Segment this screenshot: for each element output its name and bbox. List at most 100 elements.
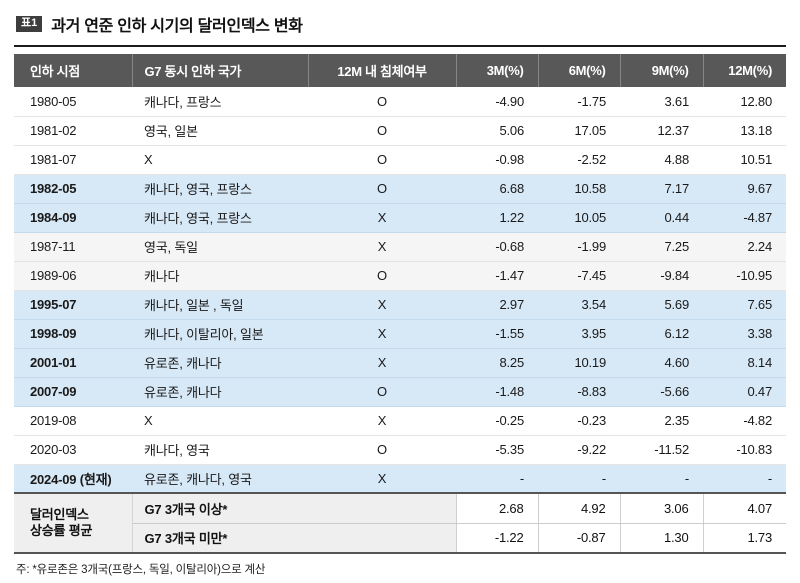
cell-cut-date: 1989-06 — [14, 261, 132, 291]
cell-12m: -4.82 — [703, 406, 786, 436]
cell-9m: 7.25 — [620, 232, 703, 262]
cell-recession: X — [308, 290, 456, 320]
cell-recession: O — [308, 377, 456, 407]
table-row: 2020-03 캐나다, 영국 O -5.35 -9.22 -11.52 -10.83 — [14, 435, 786, 465]
cell-12m: -10.95 — [703, 261, 786, 291]
cell-cut-date: 2024-09 (현재) — [14, 464, 132, 494]
cell-cut-date: 1980-05 — [14, 87, 132, 117]
cell-6m: -1.75 — [538, 87, 620, 117]
cell-recession: O — [308, 435, 456, 465]
summary-label-line1: 달러인덱스 — [30, 506, 89, 522]
summary-group-label: G7 3개국 이상* — [132, 492, 456, 524]
cell-cut-date: 1987-11 — [14, 232, 132, 262]
table-row: 1984-09 캐나다, 영국, 프랑스 X 1.22 10.05 0.44 -4.87 — [14, 203, 786, 233]
cell-3m: 5.06 — [456, 116, 538, 146]
cell-cut-date: 1984-09 — [14, 203, 132, 233]
cell-12m: 2.24 — [703, 232, 786, 262]
summary-cell-3m: 2.68 — [455, 492, 538, 524]
cell-g7-countries: 캐나다, 영국 — [132, 435, 308, 465]
cell-3m: -1.48 — [456, 377, 538, 407]
table-row: 2024-09 (현재) 유로존, 캐나다, 영국 X - - - - — [14, 464, 786, 494]
cell-6m: -9.22 — [538, 435, 620, 465]
cell-12m: 3.38 — [703, 319, 786, 349]
cell-3m: -1.47 — [456, 261, 538, 291]
cell-recession: O — [308, 87, 456, 117]
cell-3m: -0.98 — [456, 145, 538, 175]
table-row: 2001-01 유로존, 캐나다 X 8.25 10.19 4.60 8.14 — [14, 348, 786, 378]
cell-g7-countries: 캐나다, 이탈리아, 일본 — [132, 319, 308, 349]
cell-12m: 9.67 — [703, 174, 786, 204]
col-header-cut-date: 인하 시점 — [14, 54, 132, 87]
summary-label: 달러인덱스 상승률 평균 — [14, 492, 133, 554]
cell-3m: -0.68 — [456, 232, 538, 262]
cell-6m: 17.05 — [538, 116, 620, 146]
col-header-6m: 6M(%) — [537, 54, 620, 87]
cell-12m: 7.65 — [703, 290, 786, 320]
cell-9m: -11.52 — [620, 435, 703, 465]
cell-g7-countries: X — [132, 145, 308, 175]
cell-12m: - — [703, 464, 786, 494]
cell-9m: -9.84 — [620, 261, 703, 291]
cell-cut-date: 1981-07 — [14, 145, 132, 175]
cell-6m: 3.95 — [538, 319, 620, 349]
table-row: 1998-09 캐나다, 이탈리아, 일본 X -1.55 3.95 6.12 3.38 — [14, 319, 786, 349]
cell-6m: 10.05 — [538, 203, 620, 233]
cell-g7-countries: 유로존, 캐나다, 영국 — [132, 464, 308, 494]
table-row: 2007-09 유로존, 캐나다 O -1.48 -8.83 -5.66 0.47 — [14, 377, 786, 407]
cell-g7-countries: 캐나다, 프랑스 — [132, 87, 308, 117]
cell-g7-countries: 영국, 일본 — [132, 116, 308, 146]
cell-recession: X — [308, 319, 456, 349]
table-row: 1987-11 영국, 독일 X -0.68 -1.99 7.25 2.24 — [14, 232, 786, 262]
cell-recession: O — [308, 116, 456, 146]
cell-12m: 12.80 — [703, 87, 786, 117]
table-title: 과거 연준 인하 시기의 달러인덱스 변화 — [51, 18, 303, 35]
cell-12m: -4.87 — [703, 203, 786, 233]
summary-cell-12m: 1.73 — [702, 523, 786, 554]
table-row: 1981-07 X O -0.98 -2.52 4.88 10.51 — [14, 145, 786, 175]
cell-recession: X — [308, 464, 456, 494]
cell-recession: X — [308, 348, 456, 378]
cell-recession: O — [308, 261, 456, 291]
cell-cut-date: 1995-07 — [14, 290, 132, 320]
cell-6m: - — [538, 464, 620, 494]
cell-recession: X — [308, 203, 456, 233]
summary-group-label: G7 3개국 미만* — [132, 523, 456, 554]
table-title-bar: 표1 과거 연준 인하 시기의 달러인덱스 변화 — [14, 8, 786, 47]
cell-6m: -2.52 — [538, 145, 620, 175]
cell-3m: -1.55 — [456, 319, 538, 349]
cell-9m: 5.69 — [620, 290, 703, 320]
summary-cell-12m: 4.07 — [702, 492, 786, 524]
cell-6m: 3.54 — [538, 290, 620, 320]
cell-3m: - — [456, 464, 538, 494]
table-number-badge: 표1 — [16, 16, 43, 32]
cell-9m: 12.37 — [620, 116, 703, 146]
summary-row: G7 3개국 미만* -1.22 -0.87 1.30 1.73 — [14, 523, 786, 554]
cell-g7-countries: 캐나다, 영국, 프랑스 — [132, 174, 308, 204]
cell-3m: 1.22 — [456, 203, 538, 233]
cell-12m: 8.14 — [703, 348, 786, 378]
cell-g7-countries: 캐나다, 일본 , 독일 — [132, 290, 308, 320]
cell-6m: 10.58 — [538, 174, 620, 204]
table-row: 1981-02 영국, 일본 O 5.06 17.05 12.37 13.18 — [14, 116, 786, 146]
col-header-12m: 12M(%) — [702, 54, 786, 87]
cell-g7-countries: 유로존, 캐나다 — [132, 348, 308, 378]
cell-9m: -5.66 — [620, 377, 703, 407]
table-row: 1995-07 캐나다, 일본 , 독일 X 2.97 3.54 5.69 7.65 — [14, 290, 786, 320]
cell-6m: 10.19 — [538, 348, 620, 378]
cell-g7-countries: 캐나다 — [132, 261, 308, 291]
col-header-3m: 3M(%) — [455, 54, 538, 87]
cell-12m: 10.51 — [703, 145, 786, 175]
summary-cell-6m: 4.92 — [537, 492, 620, 524]
cell-cut-date: 1981-02 — [14, 116, 132, 146]
table-body: 1980-05 캐나다, 프랑스 O -4.90 -1.75 3.61 12.80 1981-… — [14, 87, 786, 494]
summary-cell-3m: -1.22 — [455, 523, 538, 554]
cell-cut-date: 2020-03 — [14, 435, 132, 465]
cell-recession: O — [308, 145, 456, 175]
cell-6m: -0.23 — [538, 406, 620, 436]
cell-g7-countries: 영국, 독일 — [132, 232, 308, 262]
cell-9m: 7.17 — [620, 174, 703, 204]
cell-6m: -1.99 — [538, 232, 620, 262]
cell-cut-date: 2007-09 — [14, 377, 132, 407]
cell-9m: 6.12 — [620, 319, 703, 349]
dollar-index-table: 인하 시점 G7 동시 인하 국가 12M 내 침체여부 3M(%) 6M(%)… — [14, 54, 786, 554]
